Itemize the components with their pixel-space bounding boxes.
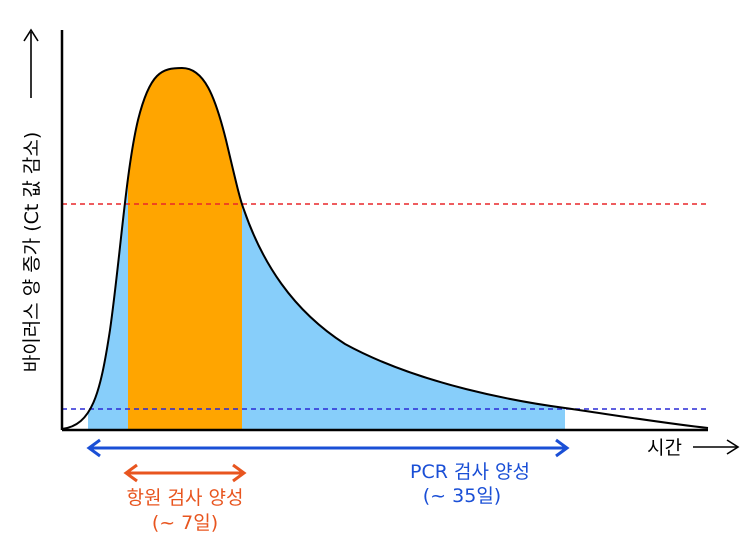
y-axis-arrow-icon [23,28,39,98]
antigen-duration: (~ 7일) [152,512,218,534]
y-axis-label: 바이러스 양 증가 (Ct 값 감소) [21,132,43,373]
x-axis-label: 시간 [647,437,682,459]
pcr-duration: (~ 35일) [423,485,501,507]
pcr-range-arrow [86,438,570,458]
x-axis-arrow-icon [693,439,740,455]
pcr-label: PCR 검사 양성 [410,461,530,483]
antigen-label: 항원 검사 양성 [127,487,244,509]
antigen-range-arrow [123,463,247,483]
viral-load-curve [61,66,709,430]
antigen-positive-region [128,68,242,430]
